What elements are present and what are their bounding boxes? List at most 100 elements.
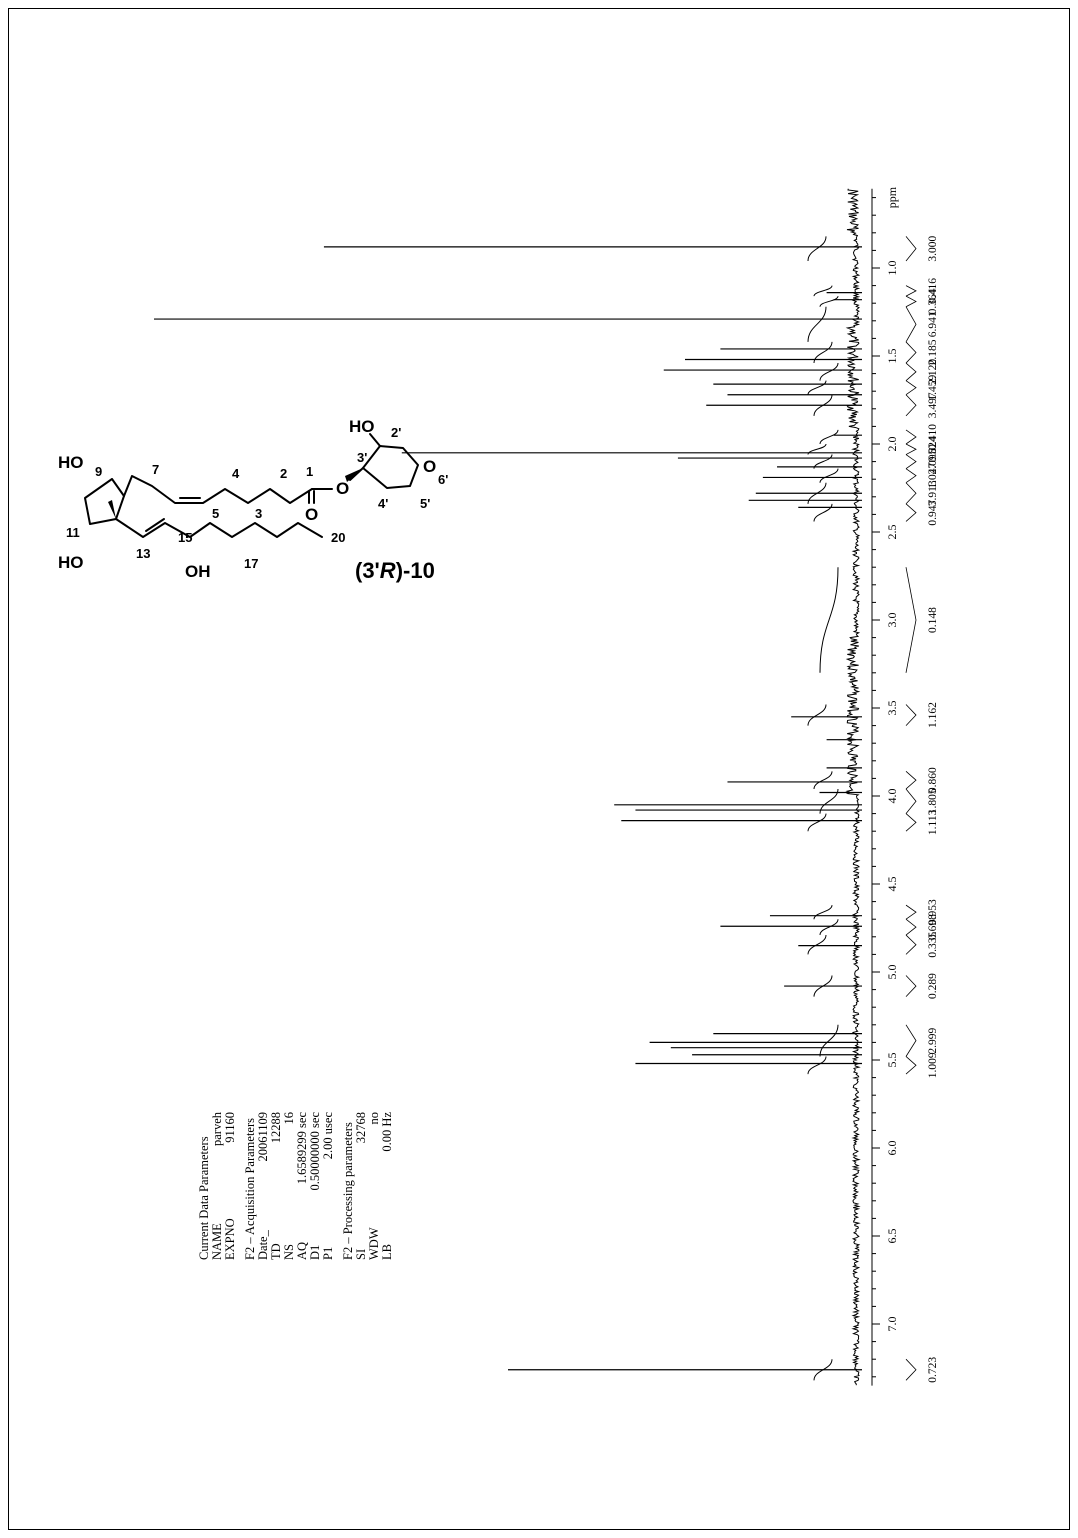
atom-number: 1 xyxy=(306,464,313,479)
atom-number: 2 xyxy=(280,466,287,481)
integral-bracket xyxy=(905,362,917,381)
omega-chain-bond xyxy=(115,518,323,538)
tick-label: 6.5 xyxy=(885,1229,899,1244)
atom-number: 4' xyxy=(378,496,388,511)
integral-curves xyxy=(807,236,839,1381)
integral-curve xyxy=(819,788,839,814)
integral-label: 0.723 xyxy=(927,1357,939,1383)
atom-label: O xyxy=(305,505,318,524)
wedge-bond-12 xyxy=(108,500,116,519)
integral-curve xyxy=(813,285,833,297)
trans-double-bond-inner xyxy=(145,518,165,532)
tick-label: 5.5 xyxy=(885,1053,899,1068)
integral-label: 6.941 xyxy=(927,311,939,337)
integral-label: 1.047 xyxy=(927,462,939,488)
param-row: P1 2.00 usec xyxy=(321,1112,335,1260)
integral-label: 0.289 xyxy=(927,973,939,999)
atom-number: 9 xyxy=(95,464,102,479)
param-value: 32768 xyxy=(354,1112,368,1144)
integral-bracket xyxy=(905,918,917,936)
atom-number: 5 xyxy=(212,506,219,521)
param-value: 0.00 Hz xyxy=(380,1112,394,1152)
atom-number: 2' xyxy=(391,425,401,440)
integral-label: 0.416 xyxy=(927,278,939,304)
integral-label: 2.185 xyxy=(927,339,939,365)
integral-label: 0.860 xyxy=(927,767,939,793)
integral-label: 0.335 xyxy=(927,932,939,958)
integral-curve xyxy=(807,1056,827,1075)
param-value: 91160 xyxy=(223,1112,237,1143)
param-name: P1 xyxy=(321,1246,335,1260)
integral-bracket xyxy=(905,1358,917,1381)
atom-number: 3 xyxy=(255,506,262,521)
integral-label: 1.805 xyxy=(927,788,939,814)
tick-label: 2.0 xyxy=(885,437,899,452)
page-frame xyxy=(8,8,1070,1530)
integral-label: 0.953 xyxy=(927,899,939,925)
integral-curve xyxy=(807,813,827,832)
atom-number: 13 xyxy=(136,546,150,561)
integral-curve xyxy=(813,904,833,920)
tick-label: 6.0 xyxy=(885,1141,899,1156)
atom-number: 6' xyxy=(438,472,448,487)
integral-curve xyxy=(813,1359,833,1381)
integral-curve xyxy=(813,503,833,522)
integral-curve xyxy=(807,443,827,455)
integral-bracket xyxy=(905,813,917,832)
integral-bracket xyxy=(905,788,917,814)
tick-label: 3.0 xyxy=(885,613,899,628)
tick-label: 4.0 xyxy=(885,789,899,804)
integral-bracket xyxy=(905,1056,917,1075)
acquisition-params: F2 – Acquisition Parameters Date_2006110… xyxy=(243,1112,335,1260)
integral-curve xyxy=(819,295,839,307)
integral-bracket xyxy=(905,429,917,445)
tick-label: 7.0 xyxy=(885,1317,899,1332)
atom-label: HO xyxy=(58,553,84,572)
integral-label: 1.459 xyxy=(927,374,939,400)
integral-label: 2.095 xyxy=(927,448,939,474)
atom-number: 5' xyxy=(420,496,430,511)
integral-curve xyxy=(813,975,833,997)
wedge-bond-ester xyxy=(345,468,363,482)
cyclopentane-ring xyxy=(84,478,125,525)
atom-label: O xyxy=(336,479,349,498)
baseline-noise-trace xyxy=(845,188,861,1386)
integral-bracket xyxy=(905,236,917,262)
tick-label: 5.0 xyxy=(885,965,899,980)
integral-curve xyxy=(819,919,839,936)
param-row: LB 0.00 Hz xyxy=(380,1112,394,1260)
tick-label: 4.5 xyxy=(885,877,899,892)
baseline-noise xyxy=(845,188,861,1386)
integral-label: 0.824 xyxy=(927,436,939,462)
integral-bracket xyxy=(905,1024,917,1057)
integral-bracket xyxy=(905,295,917,308)
integral-bracket xyxy=(905,285,917,297)
integral-curve xyxy=(819,567,839,673)
integral-curve xyxy=(819,429,839,445)
atom-number: 7 xyxy=(152,462,159,477)
param-name: EXPNO xyxy=(223,1218,237,1260)
integral-label: 0.698 xyxy=(927,914,939,940)
integral-label: 1.162 xyxy=(927,702,939,728)
integral-bracket xyxy=(905,468,917,484)
integral-label: 1.009 xyxy=(927,1052,939,1078)
integral-bracket xyxy=(905,394,917,417)
integral-bracket xyxy=(905,341,917,364)
current-params: Current Data Parameters NAMEparveh EXPNO… xyxy=(197,1112,237,1260)
ester-to-ring-bond xyxy=(349,467,364,481)
compound-label: (3'R)-10 xyxy=(355,558,435,583)
atom-number: 11 xyxy=(66,525,80,540)
integral-curve xyxy=(813,454,833,469)
atom-number: 17 xyxy=(244,556,258,571)
integral-bracket xyxy=(905,975,917,997)
param-name: LB xyxy=(380,1244,394,1260)
integral-curve xyxy=(819,1024,839,1057)
ppm-axis: 1.0 1.5 2.0 2.5 3.0 3.5 4.0 4.5 5.0 5.5 6.0 6.5 7.0 p… xyxy=(871,186,899,1386)
integral-curve xyxy=(813,341,833,364)
integral-bracket xyxy=(905,380,917,396)
axis-unit-label: ppm xyxy=(885,186,899,208)
integral-curve xyxy=(813,771,833,790)
atom-label: OH xyxy=(185,562,211,581)
